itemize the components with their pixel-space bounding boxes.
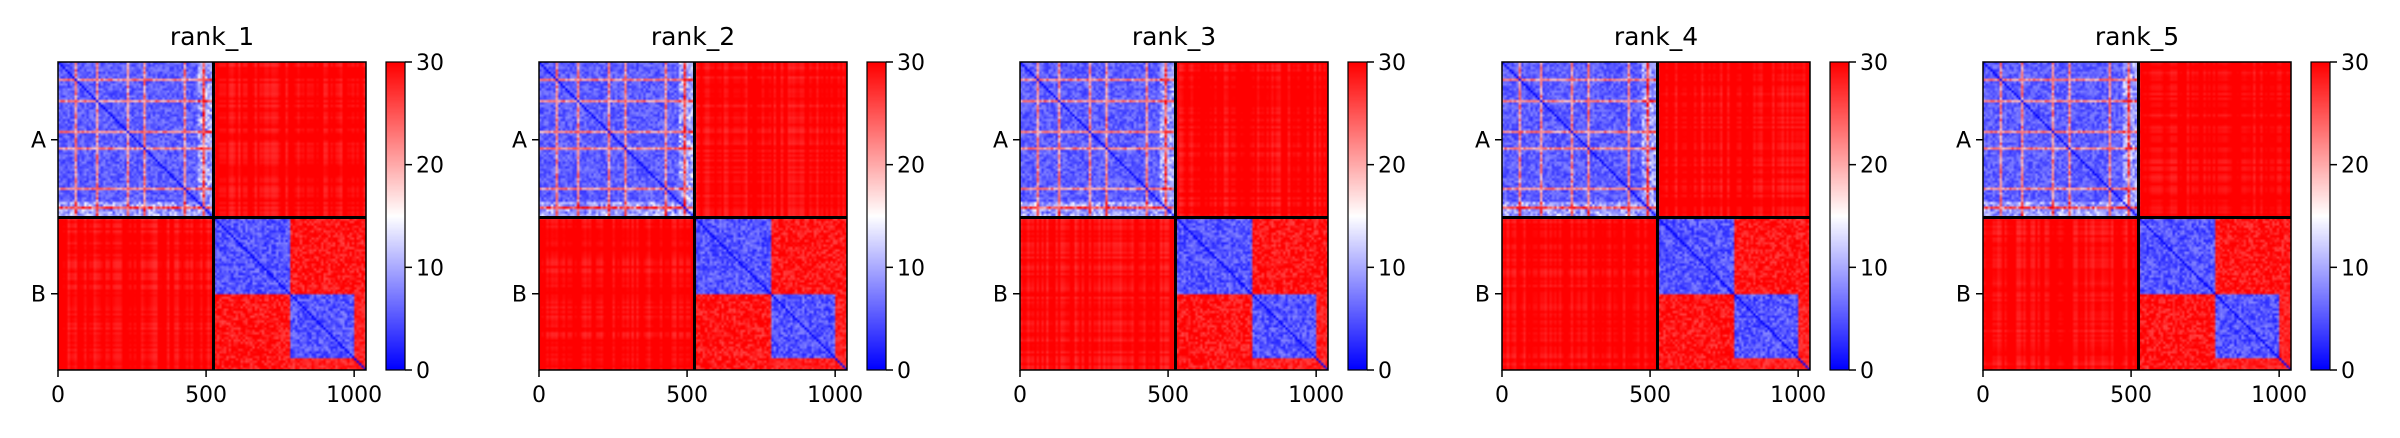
colorbar-tick-label: 20 [1860,154,1888,179]
heatmap-panel-4: rank_4 A B 0 500 1000 0 10 20 30 [1475,22,1888,408]
y-tick-label-b: B [1956,283,1971,308]
x-tick-label: 0 [51,383,65,408]
panel-title: rank_1 [170,22,254,51]
colorbar-tick-label: 30 [416,51,444,76]
x-tick-label: 500 [1147,383,1189,408]
axes-frame [57,61,367,371]
colorbar-frame [866,61,887,371]
colorbar-tick-label: 10 [1378,256,1406,281]
colorbar-tick-label: 0 [897,359,911,384]
axes-frame [1982,61,2292,371]
x-tick-label: 0 [1976,383,1990,408]
axes-frame [538,61,848,371]
colorbar-tick-label: 10 [2341,256,2369,281]
colorbar [2311,62,2330,370]
x-tick-label: 1000 [807,383,863,408]
colorbar [1348,62,1367,370]
colorbar-tick-label: 0 [1860,359,1874,384]
y-tick-label-b: B [31,283,46,308]
x-tick-label: 500 [2110,383,2152,408]
x-tick-label: 0 [1495,383,1509,408]
colorbar-tick-label: 0 [1378,359,1392,384]
colorbar-tick-label: 30 [1860,51,1888,76]
y-tick-label-a: A [1956,129,1971,154]
x-tick-label: 500 [1629,383,1671,408]
colorbar-tick-label: 30 [1378,51,1406,76]
heatmap-panel-2: rank_2 A B 0 500 1000 0 10 20 30 [512,22,925,408]
heatmap-panel-1: rank_1 A B 0 500 1000 0 10 20 30 [31,22,444,408]
x-tick-label: 500 [666,383,708,408]
y-tick-label-a: A [1475,129,1490,154]
colorbar [867,62,886,370]
colorbar-tick-label: 20 [897,154,925,179]
x-tick-label: 0 [532,383,546,408]
colorbar-tick-label: 20 [416,154,444,179]
x-tick-label: 1000 [2251,383,2307,408]
heatmap-panel-5: rank_5 A B 0 500 1000 0 10 20 30 [1956,22,2369,408]
colorbar-frame [1347,61,1368,371]
y-tick-label-b: B [1475,283,1490,308]
colorbar-tick-label: 10 [1860,256,1888,281]
panel-title: rank_4 [1614,22,1698,51]
axes-frame [1501,61,1811,371]
colorbar-tick-label: 30 [897,51,925,76]
y-tick-label-a: A [31,129,46,154]
colorbar-frame [1829,61,1850,371]
x-tick-label: 1000 [1770,383,1826,408]
panel-title: rank_3 [1132,22,1216,51]
colorbar-tick-label: 10 [897,256,925,281]
heatmap-panel-3: rank_3 A B 0 500 1000 0 10 20 30 [993,22,1406,408]
colorbar-tick-label: 20 [2341,154,2369,179]
colorbar-tick-label: 20 [1378,154,1406,179]
colorbar-tick-label: 10 [416,256,444,281]
colorbar [386,62,405,370]
y-tick-label-b: B [512,283,527,308]
colorbar-tick-label: 0 [416,359,430,384]
x-tick-label: 1000 [1288,383,1344,408]
axes-frame [1019,61,1329,371]
x-tick-label: 1000 [326,383,382,408]
colorbar-frame [2310,61,2331,371]
colorbar-tick-label: 30 [2341,51,2369,76]
colorbar [1830,62,1849,370]
x-tick-label: 0 [1013,383,1027,408]
y-tick-label-a: A [993,129,1008,154]
panel-title: rank_2 [651,22,735,51]
y-tick-label-b: B [993,283,1008,308]
colorbar-frame [385,61,406,371]
y-tick-label-a: A [512,129,527,154]
colorbar-tick-label: 0 [2341,359,2355,384]
x-tick-label: 500 [185,383,227,408]
panel-title: rank_5 [2095,22,2179,51]
